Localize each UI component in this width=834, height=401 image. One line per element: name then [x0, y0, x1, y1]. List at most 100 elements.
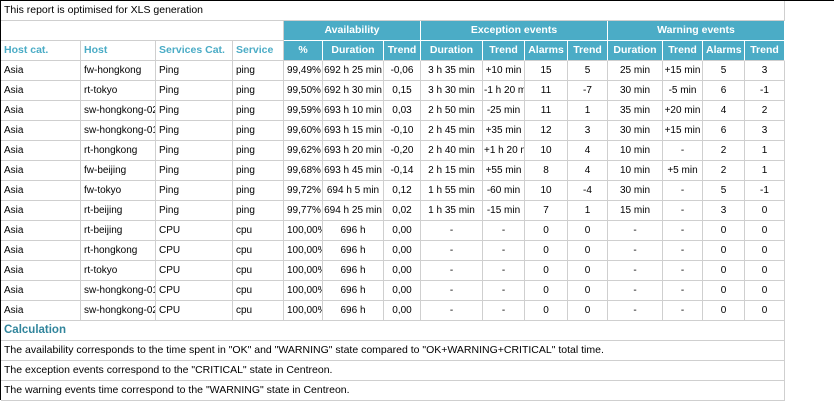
table-cell[interactable]: 30 min	[608, 181, 663, 201]
table-cell[interactable]: 0	[703, 241, 745, 261]
group-header-availability[interactable]: Availability	[284, 21, 421, 41]
table-cell[interactable]: 99,77%	[284, 201, 323, 221]
table-cell[interactable]: 99,49%	[284, 61, 323, 81]
table-cell[interactable]: -0,20	[384, 141, 421, 161]
table-cell[interactable]: 12	[525, 121, 568, 141]
table-cell[interactable]: 0	[525, 221, 568, 241]
table-cell[interactable]: +5 min	[663, 161, 703, 181]
table-cell[interactable]: fw-tokyo	[81, 181, 156, 201]
table-cell[interactable]: 4	[568, 161, 608, 181]
table-cell[interactable]: -0,10	[384, 121, 421, 141]
table-cell[interactable]: 696 h	[323, 301, 384, 321]
table-cell[interactable]: ping	[233, 101, 284, 121]
table-cell[interactable]: 2 h 15 min	[421, 161, 483, 181]
table-cell[interactable]: 5	[568, 61, 608, 81]
table-cell[interactable]: 0	[568, 221, 608, 241]
table-cell[interactable]: -	[608, 281, 663, 301]
table-cell[interactable]: rt-hongkong	[81, 141, 156, 161]
table-cell[interactable]: 2	[703, 141, 745, 161]
table-cell[interactable]: 0	[745, 301, 785, 321]
table-cell[interactable]: ping	[233, 141, 284, 161]
table-cell[interactable]: sw-hongkong-01	[81, 121, 156, 141]
table-cell[interactable]: +15 min	[663, 121, 703, 141]
table-cell[interactable]: sw-hongkong-01	[81, 281, 156, 301]
table-cell[interactable]: rt-tokyo	[81, 81, 156, 101]
table-cell[interactable]: rt-tokyo	[81, 261, 156, 281]
table-cell[interactable]: 99,72%	[284, 181, 323, 201]
table-cell[interactable]: Ping	[156, 161, 233, 181]
table-cell[interactable]: -	[608, 261, 663, 281]
table-cell[interactable]: 0	[745, 201, 785, 221]
table-cell[interactable]: -	[421, 261, 483, 281]
table-cell[interactable]: 696 h	[323, 281, 384, 301]
table-cell[interactable]: 0	[703, 221, 745, 241]
table-cell[interactable]: 1	[745, 141, 785, 161]
table-cell[interactable]: 0	[525, 241, 568, 261]
table-cell[interactable]: sw-hongkong-02	[81, 101, 156, 121]
col-header-availability-duration[interactable]: Duration	[323, 41, 384, 61]
table-cell[interactable]: 99,60%	[284, 121, 323, 141]
table-cell[interactable]: 100,00%	[284, 221, 323, 241]
table-cell[interactable]: Ping	[156, 201, 233, 221]
table-cell[interactable]: 1 h 35 min	[421, 201, 483, 221]
report-note[interactable]: This report is optimised for XLS generat…	[1, 1, 785, 21]
table-cell[interactable]: 30 min	[608, 81, 663, 101]
table-cell[interactable]: -	[421, 281, 483, 301]
table-cell[interactable]: 0,00	[384, 241, 421, 261]
col-header-exception-alarms-trend[interactable]: Trend	[568, 41, 608, 61]
table-cell[interactable]: 99,62%	[284, 141, 323, 161]
table-cell[interactable]: -0,06	[384, 61, 421, 81]
table-cell[interactable]: -	[663, 281, 703, 301]
table-cell[interactable]: ping	[233, 161, 284, 181]
table-cell[interactable]: -	[663, 141, 703, 161]
table-cell[interactable]: Ping	[156, 141, 233, 161]
table-cell[interactable]: Ping	[156, 81, 233, 101]
table-cell[interactable]: 0	[568, 261, 608, 281]
table-cell[interactable]: 0	[703, 261, 745, 281]
table-cell[interactable]: 4	[703, 101, 745, 121]
col-header-warning-duration[interactable]: Duration	[608, 41, 663, 61]
table-cell[interactable]: 3 h 30 min	[421, 81, 483, 101]
col-header-exception-alarms[interactable]: Alarms	[525, 41, 568, 61]
table-cell[interactable]: 0	[568, 281, 608, 301]
table-cell[interactable]: Asia	[1, 201, 81, 221]
table-cell[interactable]: 0,00	[384, 221, 421, 241]
table-cell[interactable]: Asia	[1, 281, 81, 301]
table-cell[interactable]: 0,00	[384, 281, 421, 301]
table-cell[interactable]: 696 h	[323, 221, 384, 241]
table-cell[interactable]: -	[483, 281, 525, 301]
table-cell[interactable]: 0,00	[384, 301, 421, 321]
table-cell[interactable]: 0	[703, 281, 745, 301]
table-cell[interactable]: -15 min	[483, 201, 525, 221]
table-cell[interactable]: CPU	[156, 261, 233, 281]
table-cell[interactable]: 10 min	[608, 161, 663, 181]
col-header-host[interactable]: Host	[81, 41, 156, 61]
table-cell[interactable]: cpu	[233, 241, 284, 261]
table-cell[interactable]: 25 min	[608, 61, 663, 81]
table-cell[interactable]: 3	[703, 201, 745, 221]
table-cell[interactable]: 7	[525, 201, 568, 221]
table-cell[interactable]: 0	[745, 221, 785, 241]
calculation-note-warning[interactable]: The warning events time correspond to th…	[1, 381, 785, 401]
table-cell[interactable]: cpu	[233, 221, 284, 241]
table-cell[interactable]: -	[483, 261, 525, 281]
table-cell[interactable]: fw-beijing	[81, 161, 156, 181]
col-header-warning-alarms-trend[interactable]: Trend	[745, 41, 785, 61]
table-cell[interactable]: 0,15	[384, 81, 421, 101]
table-cell[interactable]: 693 h 20 min	[323, 141, 384, 161]
col-header-host-cat[interactable]: Host cat.	[1, 41, 81, 61]
table-cell[interactable]: cpu	[233, 281, 284, 301]
table-cell[interactable]: Ping	[156, 121, 233, 141]
table-cell[interactable]: 10 min	[608, 141, 663, 161]
col-header-exception-duration[interactable]: Duration	[421, 41, 483, 61]
table-cell[interactable]: 100,00%	[284, 261, 323, 281]
table-cell[interactable]: 0	[525, 281, 568, 301]
table-cell[interactable]: fw-hongkong	[81, 61, 156, 81]
table-cell[interactable]: 5	[703, 181, 745, 201]
table-cell[interactable]: 2 h 50 min	[421, 101, 483, 121]
table-cell[interactable]: -1	[745, 81, 785, 101]
table-cell[interactable]: 35 min	[608, 101, 663, 121]
table-cell[interactable]: 693 h 10 min	[323, 101, 384, 121]
table-cell[interactable]: 3 h 35 min	[421, 61, 483, 81]
table-cell[interactable]: 11	[525, 81, 568, 101]
